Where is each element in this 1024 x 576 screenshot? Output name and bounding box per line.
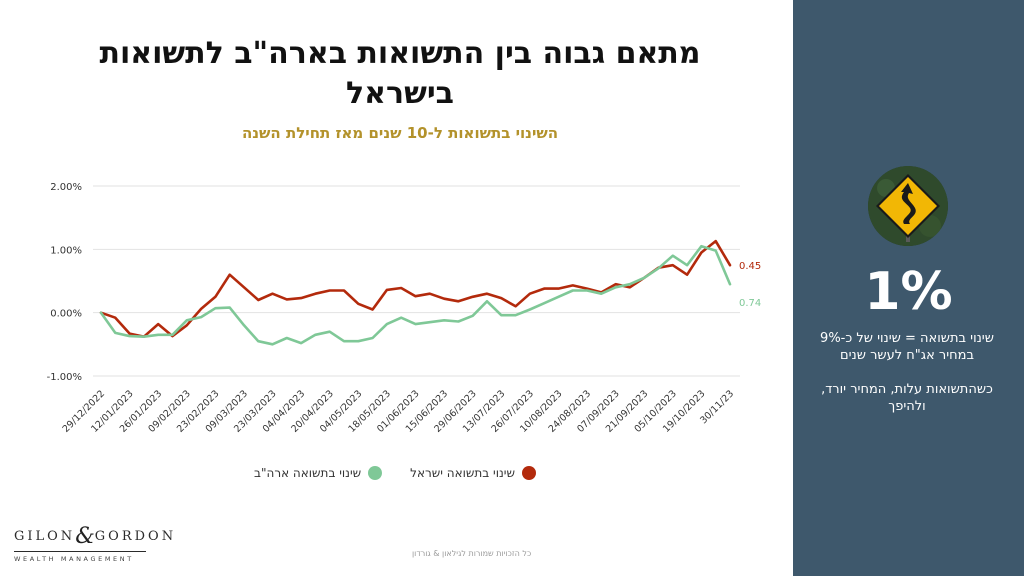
- chart-legend: שינוי בתשואה ישראל שינוי בתשואה ארה"ב: [0, 466, 790, 480]
- line-chart: -1.00% 0.00% 1.00% 2.00% 29/12/202212/01/20…: [47, 182, 762, 435]
- company-logo: GILON&GORDON WEALTH MANAGEMENT: [14, 524, 173, 563]
- big-stat-number: 1%: [864, 262, 953, 322]
- logo-name-left: GILON: [14, 529, 76, 544]
- sidebar-panel: 1% שינוי בתשואה = שינוי של כ-9% במחיר אג…: [793, 0, 1024, 576]
- y-tick-label: 2.00%: [50, 182, 82, 193]
- winding-road-sign-icon: [868, 166, 948, 246]
- chart-end-labels: 0.45 0.74: [739, 261, 761, 309]
- legend-item-israel: שינוי בתשואה ישראל: [410, 466, 536, 480]
- chart-gridlines: [93, 185, 740, 377]
- chart-subtitle: השינוי בתשואות ל-10 שנים מאז תחילת השנה: [241, 124, 559, 142]
- y-tick-label: 0.00%: [50, 309, 82, 320]
- y-tick-label: -1.00%: [47, 372, 82, 383]
- page-title: מתאם גבוה בין התשואות בארה"ב לתשואות ביש…: [99, 36, 701, 111]
- series-line-1: [99, 244, 732, 346]
- legend-item-usa: שינוי בתשואה ארה"ב: [254, 466, 383, 480]
- legend-marker-israel: [521, 466, 536, 480]
- y-axis-ticks: -1.00% 0.00% 1.00% 2.00%: [47, 182, 82, 383]
- series-end-label-1: 0.74: [739, 298, 761, 309]
- legend-label-israel: שינוי בתשואה ישראל: [410, 466, 515, 480]
- y-tick-label: 1.00%: [50, 245, 82, 256]
- series-end-label-0: 0.45: [739, 261, 761, 272]
- series-line-0: [99, 239, 732, 338]
- logo-wordmark: GILON&GORDON: [14, 524, 173, 549]
- legend-marker-usa: [368, 466, 383, 480]
- logo-tagline: WEALTH MANAGEMENT: [14, 555, 134, 563]
- logo-divider: [14, 551, 146, 552]
- copyright-note: כל הזכויות שמורות לגילאון & גורדון: [412, 549, 532, 558]
- logo-name-right: GORDON: [94, 529, 177, 544]
- logo-ampersand: &: [75, 524, 95, 549]
- chart-series: [99, 239, 732, 346]
- legend-label-usa: שינוי בתשואה ארה"ב: [254, 466, 362, 480]
- x-axis-ticks: 29/12/202212/01/202326/01/202309/02/2023…: [61, 388, 737, 435]
- sidebar-text-inverse-relation: כשהתשואות עלות, המחיר יורד, ולהיפך: [821, 382, 993, 414]
- sidebar-text-price-impact: שינוי בתשואה = שינוי של כ-9% במחיר אג"ח …: [820, 331, 994, 363]
